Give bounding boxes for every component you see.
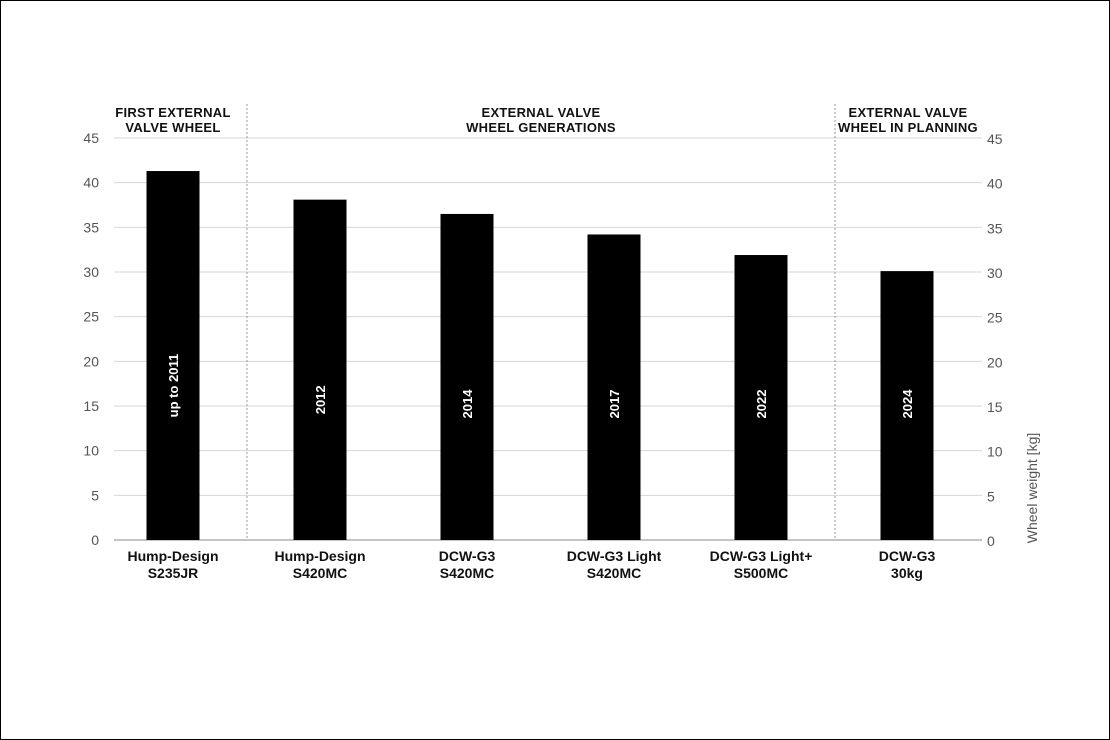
group-header: WHEEL IN PLANNING (838, 120, 978, 135)
group-header: FIRST EXTERNAL (115, 105, 230, 120)
bar-label: up to 2011 (166, 354, 181, 418)
y-tick-label-left: 5 (91, 487, 99, 503)
bar-label: 2022 (754, 390, 769, 419)
category-label: DCW-G3 Light (567, 548, 662, 564)
y-tick-label-left: 30 (83, 264, 99, 280)
y-tick-label-left: 20 (83, 353, 99, 369)
category-label: DCW-G3 (439, 548, 496, 564)
y-tick-label-right: 5 (987, 488, 995, 504)
group-header: EXTERNAL VALVE (848, 105, 967, 120)
y-tick-label-right: 15 (987, 399, 1003, 415)
y-axis-title: Wheel weight [kg] (1024, 433, 1040, 544)
y-tick-label-right: 40 (987, 176, 1003, 192)
category-label: DCW-G3 (879, 548, 936, 564)
y-tick-label-right: 35 (987, 220, 1003, 236)
bar-label: 2014 (460, 389, 475, 419)
y-tick-label-left: 25 (83, 309, 99, 325)
y-tick-label-right: 25 (987, 310, 1003, 326)
group-header: EXTERNAL VALVE (481, 105, 600, 120)
bar (440, 213, 494, 540)
y-tick-label-left: 0 (91, 532, 99, 548)
group-header: VALVE WHEEL (125, 120, 220, 135)
bar (293, 199, 347, 540)
y-tick-label-left: 35 (83, 219, 99, 235)
y-tick-label-left: 40 (83, 175, 99, 191)
y-tick-label-left: 10 (83, 443, 99, 459)
bar (146, 171, 200, 540)
category-label: 30kg (891, 565, 923, 581)
y-tick-label-right: 10 (987, 444, 1003, 460)
category-label: Hump-Design (275, 548, 366, 564)
bar-label: 2024 (900, 389, 915, 419)
category-label: S500MC (734, 565, 788, 581)
bar (880, 271, 934, 540)
bar-label: 2017 (607, 390, 622, 419)
y-tick-label-right: 45 (987, 131, 1003, 147)
y-tick-label-right: 0 (987, 533, 995, 549)
y-tick-label-left: 45 (83, 130, 99, 146)
y-tick-label-right: 20 (987, 354, 1003, 370)
group-header: WHEEL GENERATIONS (466, 120, 616, 135)
category-label: S235JR (148, 565, 199, 581)
category-label: S420MC (440, 565, 494, 581)
category-label: Hump-Design (128, 548, 219, 564)
y-tick-label-right: 30 (987, 265, 1003, 281)
category-label: DCW-G3 Light+ (710, 548, 813, 564)
bar (734, 255, 788, 540)
bar (587, 234, 641, 541)
category-label: S420MC (587, 565, 641, 581)
bar-label: 2012 (313, 385, 328, 414)
category-label: S420MC (293, 565, 347, 581)
y-tick-label-left: 15 (83, 398, 99, 414)
